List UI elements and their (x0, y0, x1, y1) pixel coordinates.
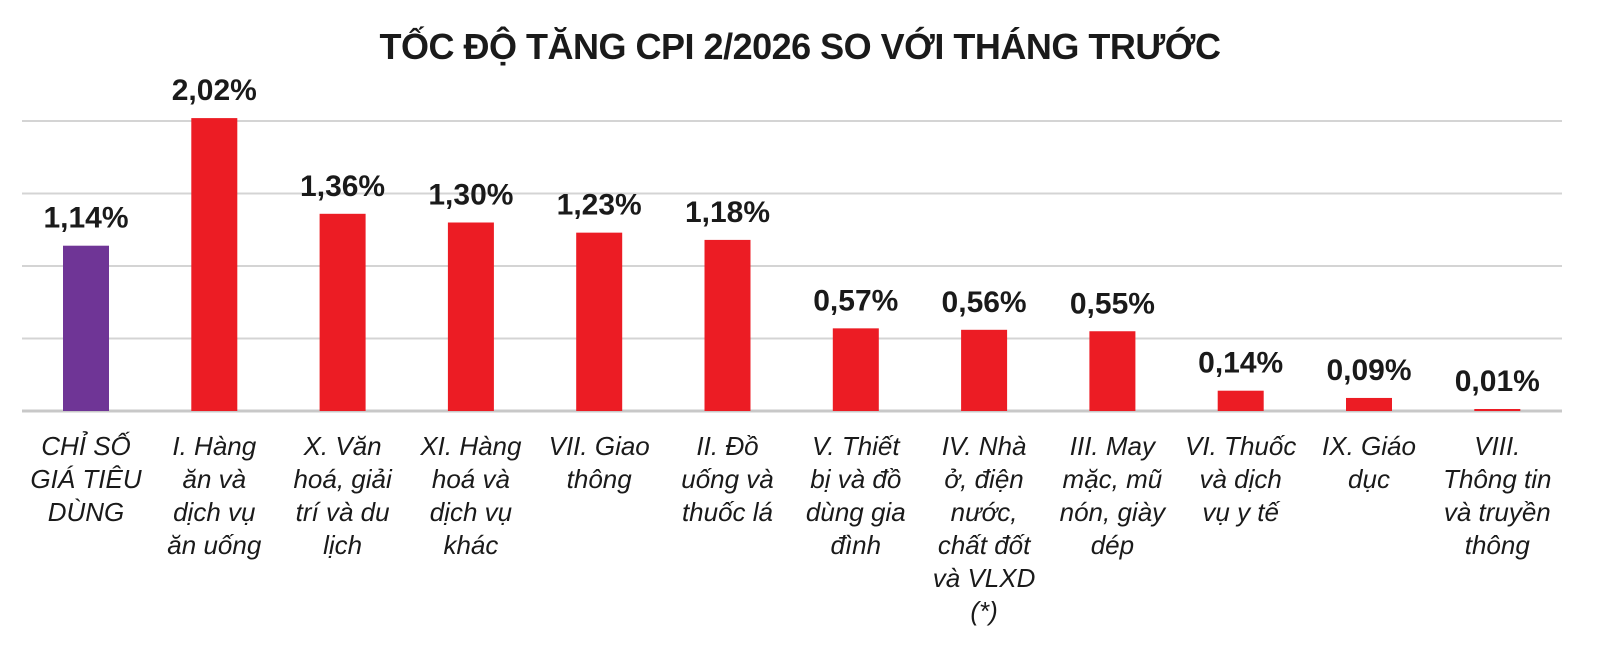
category-label-11: IX. Giáo dục (1322, 431, 1416, 494)
category-label-line: DÙNG (48, 497, 125, 527)
category-label-line: ăn và (182, 464, 246, 494)
value-label-10: 0,14% (1198, 347, 1283, 380)
category-label-7: V. Thiết bị và đồ dùng gia đình (806, 431, 906, 560)
category-label-5: VII. Giao thông (549, 431, 650, 494)
category-label-9: III. May mặc, mũ nón, giày dép (1060, 431, 1168, 560)
category-label-line: GIÁ TIÊU (30, 464, 141, 494)
bars (63, 118, 1521, 411)
bar-12 (1474, 409, 1521, 411)
category-label-line: CHỈ SỐ (41, 430, 131, 461)
category-label-line: dịch vụ (173, 497, 255, 527)
category-label-line: dép (1091, 530, 1134, 560)
category-label-line: III. May (1070, 431, 1157, 461)
bar-3 (319, 213, 366, 411)
category-label-line: VI. Thuốc (1185, 431, 1296, 461)
category-label-line: hoá và (432, 464, 510, 494)
category-label-line: vụ y tế (1202, 497, 1280, 527)
category-label-line: Thông tin (1443, 464, 1551, 494)
value-label-7: 0,57% (813, 284, 898, 317)
category-label-line: ăn uống (167, 530, 262, 560)
value-label-6: 1,18% (685, 196, 770, 229)
category-label-line: và VLXD (933, 563, 1036, 593)
category-label-3: X. Văn hoá, giải trí và du lịch (293, 431, 393, 560)
category-label-6: II. Đồ uống và thuốc lá (681, 431, 774, 527)
category-label-line: mặc, mũ (1063, 464, 1163, 494)
bar-5 (576, 232, 623, 411)
category-label-line: X. Văn (303, 431, 382, 461)
category-label-10: VI. Thuốc và dịch vụ y tế (1185, 431, 1296, 527)
category-label-line: khác (443, 530, 498, 560)
category-label-line: trí và du (296, 497, 390, 527)
category-label-line: nón, giày (1060, 497, 1168, 527)
category-label-line: dịch vụ (430, 497, 512, 527)
bar-1 (63, 245, 109, 411)
category-label-line: II. Đồ (696, 431, 758, 461)
category-label-line: hoá, giải (293, 464, 393, 494)
value-label-12: 0,01% (1455, 365, 1540, 398)
category-label-line: nước, (951, 497, 1018, 527)
category-label-line: thông (567, 464, 633, 494)
category-label-line: dùng gia (806, 497, 906, 527)
bar-2 (191, 118, 238, 411)
value-label-11: 0,09% (1326, 354, 1411, 387)
category-label-1: CHỈ SỐ GIÁ TIÊU DÙNG (30, 430, 141, 527)
category-label-12: VIII. Thông tin và truyền thông (1443, 431, 1551, 560)
category-label-line: đình (830, 530, 881, 560)
value-labels: 1,14% 2,02% 1,36% 1,30% 1,23% 1,18% 0,57% 0,56%… (43, 74, 1539, 398)
bar-11 (1346, 397, 1392, 411)
category-label-4: XI. Hàng hoá và dịch vụ khác (419, 431, 522, 560)
category-label-line: và truyền (1444, 497, 1551, 527)
value-label-5: 1,23% (557, 189, 642, 222)
category-label-line: IV. Nhà (942, 431, 1027, 461)
category-label-line: VII. Giao (549, 431, 650, 461)
value-label-1: 1,14% (43, 202, 128, 235)
category-label-line: (*) (970, 596, 997, 626)
bar-4 (447, 222, 494, 411)
chart-title: TỐC ĐỘ TĂNG CPI 2/2026 SO VỚI THÁNG TRƯỚ… (379, 26, 1221, 67)
category-label-line: bị và đồ (810, 464, 901, 494)
category-label-line: VIII. (1474, 431, 1520, 461)
category-label-line: chất đốt (938, 530, 1032, 560)
bar-8 (961, 329, 1008, 411)
category-label-line: dục (1348, 464, 1390, 494)
category-label-line: IX. Giáo (1322, 431, 1416, 461)
value-label-8: 0,56% (942, 286, 1027, 319)
category-label-line: thông (1465, 530, 1531, 560)
category-label-8: IV. Nhà ở, điện nước, chất đốt và VLXD (*) (933, 431, 1036, 626)
category-label-line: V. Thiết (812, 431, 901, 461)
bar-6 (704, 239, 751, 411)
bar-10 (1217, 390, 1264, 411)
category-label-line: lịch (323, 530, 362, 560)
value-label-4: 1,30% (428, 179, 513, 212)
category-label-line: và dịch (1200, 464, 1282, 494)
gridlines (22, 120, 1562, 340)
bar-7 (832, 328, 879, 411)
value-label-3: 1,36% (300, 170, 385, 203)
category-label-2: I. Hàng ăn và dịch vụ ăn uống (167, 431, 262, 560)
category-label-line: uống và (681, 464, 774, 494)
category-label-line: I. Hàng (172, 431, 256, 461)
category-label-line: XI. Hàng (419, 431, 522, 461)
category-label-line: thuốc lá (682, 497, 773, 527)
bar-9 (1089, 331, 1136, 411)
value-label-2: 2,02% (172, 74, 257, 107)
value-label-9: 0,55% (1070, 287, 1155, 320)
category-label-line: ở, điện (944, 464, 1023, 494)
